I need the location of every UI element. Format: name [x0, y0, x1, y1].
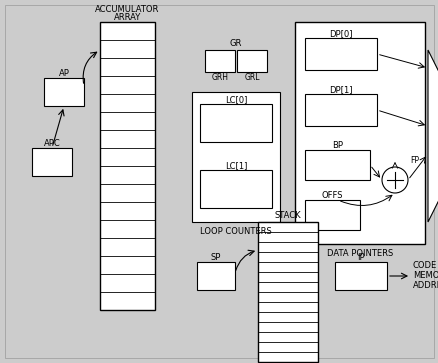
- Bar: [200, 104, 272, 142]
- Text: DATA POINTERS: DATA POINTERS: [326, 249, 392, 258]
- Text: SP: SP: [210, 253, 221, 262]
- Text: GRL: GRL: [244, 73, 259, 82]
- Text: ACCUMULATOR: ACCUMULATOR: [95, 5, 159, 15]
- Bar: [191, 92, 279, 222]
- Text: STACK: STACK: [274, 212, 300, 220]
- Text: OFFS: OFFS: [321, 192, 343, 200]
- Circle shape: [381, 167, 407, 193]
- Bar: [237, 50, 266, 72]
- Text: FP: FP: [409, 156, 418, 165]
- Bar: [304, 38, 376, 70]
- Bar: [294, 22, 424, 244]
- Bar: [100, 22, 155, 310]
- Text: LC[0]: LC[0]: [224, 95, 247, 105]
- Bar: [334, 262, 386, 290]
- Bar: [197, 262, 234, 290]
- Text: LOOP COUNTERS: LOOP COUNTERS: [200, 228, 271, 237]
- Text: DP[0]: DP[0]: [328, 29, 352, 38]
- Text: APC: APC: [43, 139, 60, 148]
- Text: ADDRESS: ADDRESS: [412, 281, 438, 290]
- Text: IP: IP: [357, 253, 364, 262]
- Bar: [304, 94, 376, 126]
- Polygon shape: [427, 50, 438, 222]
- Text: MEMORY: MEMORY: [412, 272, 438, 281]
- Bar: [44, 78, 84, 106]
- Text: GRH: GRH: [211, 73, 228, 82]
- Text: CODE: CODE: [412, 261, 436, 270]
- Text: BP: BP: [331, 142, 342, 151]
- Text: AP: AP: [58, 69, 69, 78]
- Bar: [258, 222, 317, 362]
- Bar: [200, 170, 272, 208]
- Bar: [304, 150, 369, 180]
- Bar: [304, 200, 359, 230]
- Text: ARRAY: ARRAY: [113, 13, 141, 23]
- Text: GR: GR: [229, 40, 242, 49]
- Bar: [205, 50, 234, 72]
- Text: DP[1]: DP[1]: [328, 86, 352, 94]
- Text: LC[1]: LC[1]: [224, 162, 247, 171]
- Bar: [32, 148, 72, 176]
